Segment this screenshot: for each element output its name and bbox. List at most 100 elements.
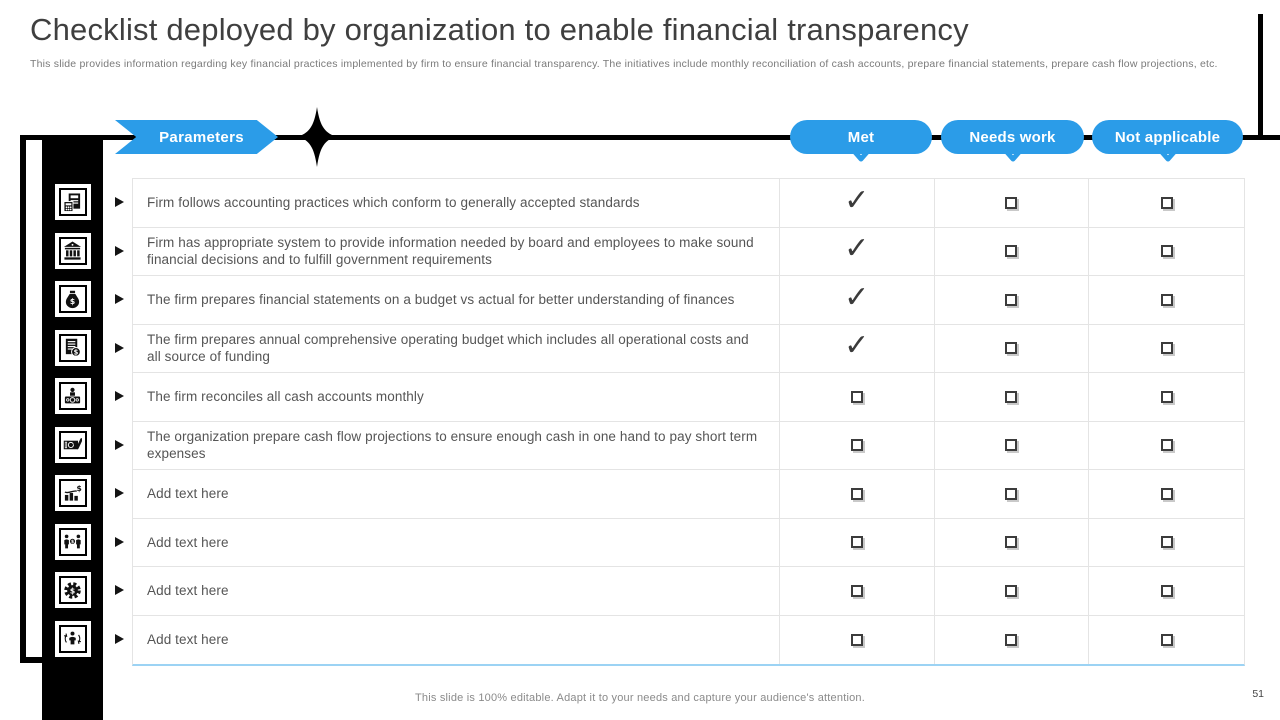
status-cell-met[interactable]: [780, 373, 935, 421]
status-cell-not-applicable[interactable]: [1089, 422, 1244, 470]
status-column-needs-work[interactable]: Needs work: [941, 120, 1084, 154]
status-cell-needs-work[interactable]: [935, 567, 1090, 615]
parameter-cell[interactable]: The organization prepare cash flow proje…: [133, 421, 780, 469]
checkbox-icon: [1005, 342, 1018, 355]
money-bag-icon: $: [54, 281, 91, 318]
parameters-label: Parameters: [159, 128, 244, 146]
status-column-not-applicable[interactable]: Not applicable: [1092, 120, 1243, 154]
table-row: Add text here: [133, 518, 1244, 567]
svg-text:$: $: [74, 349, 79, 357]
checkbox-icon: [1005, 196, 1018, 209]
status-cell-not-applicable[interactable]: [1089, 228, 1244, 276]
frame-left-line: [20, 137, 26, 663]
row-marker: [109, 615, 129, 664]
status-cell-not-applicable[interactable]: [1089, 567, 1244, 615]
right-triangle-icon: [114, 488, 124, 499]
svg-text:$: $: [71, 539, 74, 545]
status-cell-met[interactable]: ✓: [780, 179, 935, 227]
status-cell-met[interactable]: [780, 421, 935, 469]
parameters-header[interactable]: Parameters: [115, 120, 278, 154]
status-cell-needs-work[interactable]: [935, 421, 1090, 469]
status-cell-met[interactable]: [780, 518, 935, 566]
checkbox-icon: [850, 536, 863, 549]
chevron-down-icon: [1158, 149, 1178, 162]
parameter-cell[interactable]: Firm follows accounting practices which …: [133, 179, 780, 227]
parameter-cell[interactable]: Add text here: [133, 615, 780, 664]
status-column-met[interactable]: Met: [790, 120, 932, 154]
status-cell-met[interactable]: ✓: [780, 324, 935, 372]
checkbox-icon: [1005, 293, 1018, 306]
status-cell-not-applicable[interactable]: [1089, 616, 1244, 665]
slide-title: Checklist deployed by organization to en…: [30, 12, 969, 47]
status-cell-needs-work[interactable]: [935, 470, 1090, 518]
table-row: Firm has appropriate system to provide i…: [133, 227, 1244, 276]
status-cell-not-applicable[interactable]: [1089, 519, 1244, 567]
status-cell-needs-work[interactable]: [935, 615, 1090, 664]
podium-cash-icon: [54, 378, 91, 415]
checkbox-icon: [1160, 342, 1173, 355]
parameter-cell[interactable]: The firm reconciles all cash accounts mo…: [133, 373, 780, 421]
right-triangle-icon: [114, 342, 124, 353]
checkbox-icon: [1005, 633, 1018, 646]
sidebar-icon-column: $ $ $ $ $: [42, 178, 103, 663]
status-cell-met[interactable]: [780, 615, 935, 664]
checkbox-icon: [850, 633, 863, 646]
parameter-cell[interactable]: The firm prepares financial statements o…: [133, 276, 780, 324]
header-connector-line: [20, 135, 1280, 140]
person-cash-cycle-icon: [54, 620, 91, 657]
parameter-cell[interactable]: Add text here: [133, 567, 780, 615]
row-marker: [109, 178, 129, 227]
right-triangle-icon: [114, 585, 124, 596]
parameter-cell[interactable]: Firm has appropriate system to provide i…: [133, 227, 780, 275]
parameter-cell[interactable]: Add text here: [133, 518, 780, 566]
status-cell-needs-work[interactable]: [935, 518, 1090, 566]
right-triangle-icon: [114, 197, 124, 208]
svg-text:$: $: [70, 586, 75, 595]
right-triangle-icon: [114, 439, 124, 450]
sparkle-star-icon: [299, 107, 335, 167]
svg-text:$: $: [77, 484, 82, 493]
check-mark-icon: ✓: [844, 232, 870, 266]
table-row: Add text here: [133, 615, 1244, 665]
footer-note: This slide is 100% editable. Adapt it to…: [415, 692, 865, 704]
checkbox-icon: [1160, 390, 1173, 403]
status-cell-not-applicable[interactable]: [1089, 470, 1244, 518]
table-row: Add text here: [133, 470, 1244, 519]
parameter-cell[interactable]: Add text here: [133, 470, 780, 518]
status-cell-not-applicable[interactable]: [1089, 325, 1244, 373]
checkbox-icon: [1005, 245, 1018, 258]
status-cell-not-applicable[interactable]: [1089, 373, 1244, 421]
check-mark-icon: ✓: [844, 183, 870, 217]
status-cell-needs-work[interactable]: [935, 179, 1090, 227]
status-cell-not-applicable[interactable]: [1089, 179, 1244, 227]
checkbox-icon: [1005, 439, 1018, 452]
status-cell-met[interactable]: [780, 567, 935, 615]
table-row: Firm follows accounting practices which …: [133, 179, 1244, 228]
checkbox-icon: [850, 584, 863, 597]
checkbox-icon: [1160, 439, 1173, 452]
checkbox-icon: [1160, 245, 1173, 258]
check-mark-icon: ✓: [844, 280, 870, 314]
table-row: The organization prepare cash flow proje…: [133, 421, 1244, 470]
checkbox-icon: [850, 487, 863, 500]
status-cell-met[interactable]: ✓: [780, 276, 935, 324]
sidebar-icon-slot: $: [42, 566, 103, 615]
status-cell-needs-work[interactable]: [935, 276, 1090, 324]
status-cell-needs-work[interactable]: [935, 227, 1090, 275]
status-cell-not-applicable[interactable]: [1089, 276, 1244, 324]
status-cell-met[interactable]: [780, 470, 935, 518]
frame-right-line: [1258, 14, 1263, 138]
right-triangle-icon: [114, 294, 124, 305]
financial-chart-icon: $: [54, 475, 91, 512]
row-marker: [109, 469, 129, 518]
accounting-calculator-icon: [54, 184, 91, 221]
status-cell-met[interactable]: ✓: [780, 227, 935, 275]
status-cell-needs-work[interactable]: [935, 324, 1090, 372]
people-money-icon: $: [54, 523, 91, 560]
sidebar-icon-slot: [42, 421, 103, 470]
right-triangle-icon: [114, 633, 124, 644]
checkbox-icon: [1160, 633, 1173, 646]
status-cell-needs-work[interactable]: [935, 373, 1090, 421]
parameter-cell[interactable]: The firm prepares annual comprehensive o…: [133, 324, 780, 372]
sidebar-icon-slot: $: [42, 518, 103, 567]
